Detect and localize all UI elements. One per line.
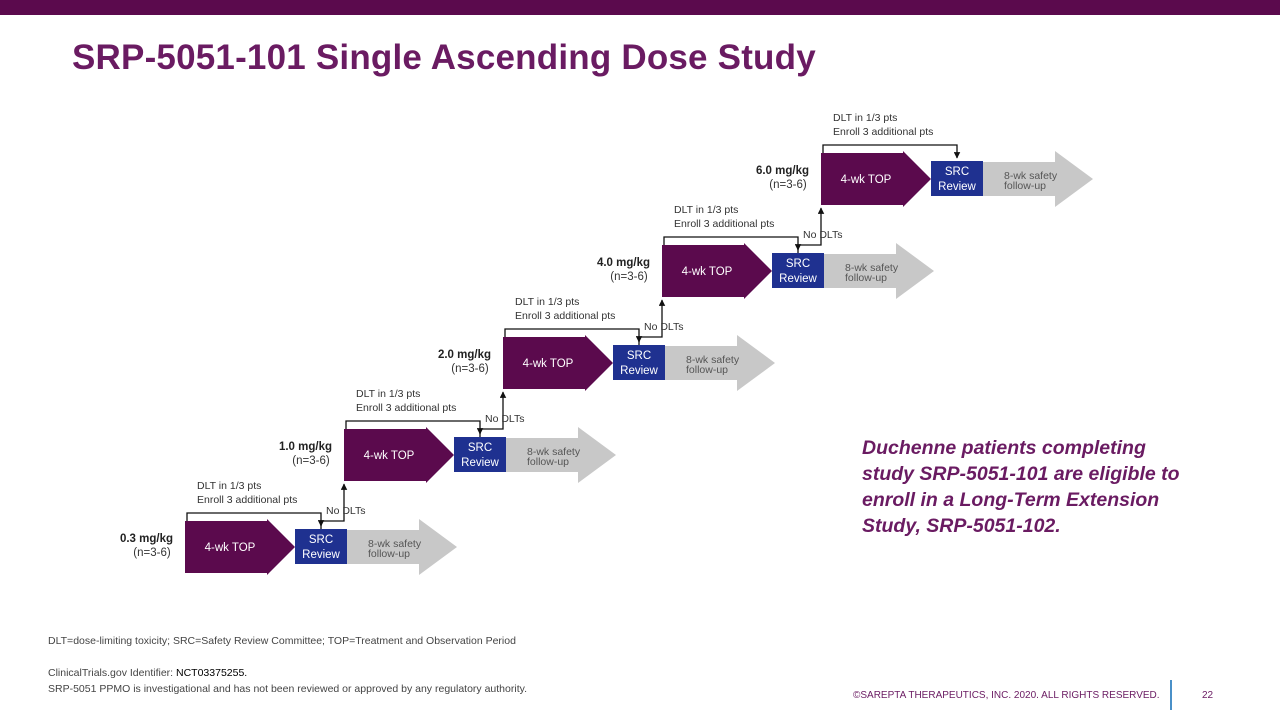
dose-label: 1.0 mg/kg (279, 441, 332, 453)
cohort-size: (n=3-6) (451, 363, 489, 375)
dlt-label-line2: Enroll 3 additional pts (833, 126, 933, 138)
top-arrow (344, 427, 454, 483)
src-label-line1: SRC (945, 166, 969, 178)
top-arrow (821, 151, 931, 207)
src-label-line2: Review (461, 457, 499, 469)
followup-arrow (665, 335, 775, 391)
no-dlts-label: No DLTs (803, 229, 842, 241)
dlt-loop-connector (822, 144, 961, 159)
page-divider (1170, 680, 1172, 710)
followup-label-line1: 8-wk safety (845, 262, 899, 274)
no-dlts-label: No DLTs (644, 321, 683, 333)
page-number: 22 (1202, 690, 1214, 701)
dlt-label-line1: DLT in 1/3 pts (356, 388, 420, 400)
top-label: 4-wk TOP (205, 542, 256, 554)
dlt-label-line1: DLT in 1/3 pts (833, 112, 897, 124)
followup-arrow (824, 243, 934, 299)
followup-arrow (983, 151, 1093, 207)
cohort-size: (n=3-6) (610, 271, 648, 283)
src-label-line1: SRC (468, 442, 492, 454)
dlt-loop-connector (663, 236, 802, 251)
dlt-loop-connector (504, 328, 643, 343)
followup-label-line2: follow-up (1004, 180, 1046, 192)
src-label-line2: Review (938, 181, 976, 193)
src-review-box (772, 253, 824, 288)
dlt-label-line2: Enroll 3 additional pts (515, 310, 615, 322)
dlt-label-line2: Enroll 3 additional pts (197, 494, 297, 506)
followup-label-line1: 8-wk safety (368, 538, 422, 550)
src-label-line2: Review (779, 273, 817, 285)
dlt-label-line1: DLT in 1/3 pts (515, 296, 579, 308)
followup-label-line2: follow-up (527, 456, 569, 468)
followup-arrow (506, 427, 616, 483)
dose-label: 4.0 mg/kg (597, 257, 650, 269)
top-arrow (503, 335, 613, 391)
src-review-box (295, 529, 347, 564)
followup-arrow (347, 519, 457, 575)
top-label: 4-wk TOP (841, 174, 892, 186)
copyright-notice: ©SAREPTA THERAPEUTICS, INC. 2020. ALL RI… (853, 690, 1160, 701)
src-label-line2: Review (302, 549, 340, 561)
dlt-loop-connector (186, 512, 325, 527)
abbreviations-footnote: DLT=dose-limiting toxicity; SRC=Safety R… (48, 635, 516, 647)
followup-label-line2: follow-up (845, 272, 887, 284)
dose-label: 6.0 mg/kg (756, 165, 809, 177)
escalation-connector (320, 483, 348, 529)
top-label: 4-wk TOP (364, 450, 415, 462)
dlt-label-line2: Enroll 3 additional pts (674, 218, 774, 230)
src-label-line1: SRC (309, 534, 333, 546)
src-label-line1: SRC (627, 350, 651, 362)
followup-label-line2: follow-up (686, 364, 728, 376)
followup-label-line1: 8-wk safety (1004, 170, 1058, 182)
top-arrow (662, 243, 772, 299)
escalation-connector (797, 207, 825, 253)
top-label: 4-wk TOP (523, 358, 574, 370)
extension-study-callout: Duchenne patients completing study SRP-5… (862, 437, 1180, 537)
followup-label-line1: 8-wk safety (686, 354, 740, 366)
trial-identifier: ClinicalTrials.gov Identifier: NCT033752… (48, 667, 247, 679)
top-brand-bar (0, 0, 1280, 15)
src-label-line2: Review (620, 365, 658, 377)
regulatory-disclaimer: SRP-5051 PPMO is investigational and has… (48, 683, 527, 695)
cohort-size: (n=3-6) (769, 179, 807, 191)
dlt-loop-connector (345, 420, 484, 435)
src-review-box (613, 345, 665, 380)
cohort-size: (n=3-6) (292, 455, 330, 467)
followup-label-line2: follow-up (368, 548, 410, 560)
trial-prefix: ClinicalTrials.gov Identifier: (48, 667, 176, 679)
page-title: SRP-5051-101 Single Ascending Dose Study (72, 38, 816, 77)
dlt-label-line1: DLT in 1/3 pts (674, 204, 738, 216)
cohort-size: (n=3-6) (133, 547, 171, 559)
escalation-connector (479, 391, 507, 437)
dlt-label-line2: Enroll 3 additional pts (356, 402, 456, 414)
src-review-box (931, 161, 983, 196)
dose-label: 0.3 mg/kg (120, 533, 173, 545)
src-review-box (454, 437, 506, 472)
trial-id: NCT03375255. (176, 667, 248, 679)
dose-label: 2.0 mg/kg (438, 349, 491, 361)
src-label-line1: SRC (786, 258, 810, 270)
top-arrow (185, 519, 295, 575)
escalation-connector (638, 299, 666, 345)
top-label: 4-wk TOP (682, 266, 733, 278)
no-dlts-label: No DLTs (485, 413, 524, 425)
followup-label-line1: 8-wk safety (527, 446, 581, 458)
dlt-label-line1: DLT in 1/3 pts (197, 480, 261, 492)
no-dlts-label: No DLTs (326, 505, 365, 517)
